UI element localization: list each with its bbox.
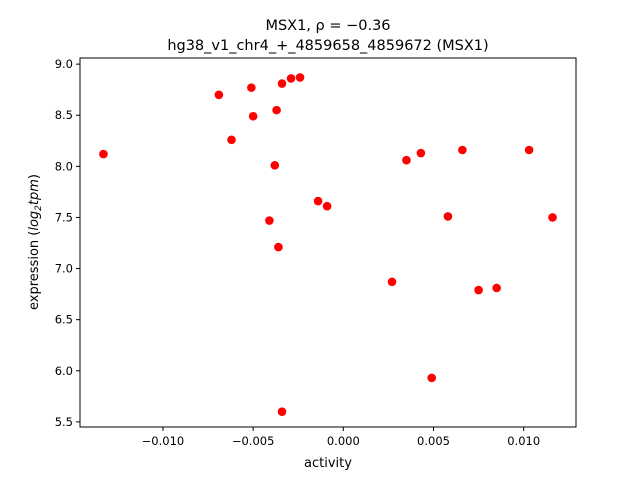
data-point [474, 285, 483, 295]
y-axis-label-log: log [27, 211, 42, 231]
data-point [214, 90, 224, 100]
data-point [272, 105, 281, 115]
y-axis-label-tpm: tpm [27, 179, 42, 205]
y-tick-label: 7.5 [55, 210, 73, 224]
data-point [443, 212, 453, 221]
y-tick-label: 6.5 [55, 313, 73, 327]
data-point [270, 161, 280, 170]
data-points [99, 73, 557, 416]
data-point [248, 111, 258, 121]
x-tick-label: −0.005 [232, 434, 275, 448]
data-point [427, 373, 437, 383]
data-point [247, 83, 256, 92]
data-point [277, 79, 287, 88]
x-axis-ticks: −0.010 −0.005 0.000 0.005 0.010 [142, 427, 540, 448]
data-point [99, 149, 108, 159]
y-tick-label: 9.0 [55, 57, 73, 71]
y-axis-label-subscript: 2 [34, 205, 44, 211]
data-point [402, 155, 411, 165]
x-axis-label: activity [304, 456, 352, 471]
x-tick-label: −0.010 [142, 434, 185, 448]
data-point [458, 145, 467, 155]
y-axis-label-suffix: ) [27, 174, 42, 179]
y-axis-label-prefix: expression ( [27, 231, 42, 310]
y-axis-label: expression (log2tpm) [27, 174, 44, 310]
x-tick-label: 0.005 [417, 434, 450, 448]
data-point [295, 73, 305, 82]
data-point [548, 213, 557, 222]
plot-area-frame [79, 57, 577, 428]
y-tick-label: 5.5 [55, 415, 73, 429]
data-point [265, 216, 274, 225]
data-point [387, 277, 397, 287]
data-point [322, 201, 332, 211]
data-point [416, 148, 426, 158]
data-point [524, 145, 534, 155]
y-axis-ticks: 5.5 6.0 6.5 7.0 7.5 8.0 8.5 9.0 [55, 57, 80, 429]
data-point [492, 283, 501, 293]
chart-title-line2: hg38_v1_chr4_+_4859658_4859672 (MSX1) [167, 38, 488, 54]
y-tick-label: 7.0 [55, 262, 73, 276]
data-point [286, 74, 296, 83]
y-tick-label: 8.0 [55, 159, 73, 173]
chart-title-line1: MSX1, ρ = −0.36 [265, 18, 390, 34]
x-tick-label: 0.000 [327, 434, 360, 448]
data-point [277, 407, 287, 416]
data-point [227, 135, 236, 145]
data-point [274, 242, 283, 252]
x-tick-label: 0.010 [507, 434, 540, 448]
y-tick-label: 6.0 [55, 364, 73, 378]
y-tick-label: 8.5 [55, 108, 73, 122]
data-point [313, 196, 323, 206]
